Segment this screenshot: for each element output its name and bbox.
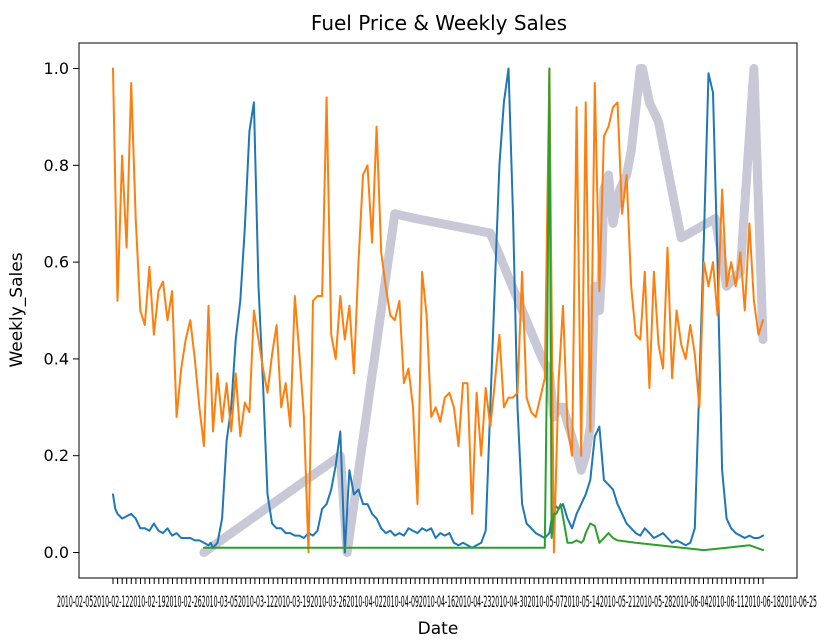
y-tick-label: 0.0	[44, 543, 69, 562]
series-line-2	[112, 67, 764, 554]
series-line-4	[199, 64, 768, 557]
x-tick-labels: 2010-02-052010-02-122010-02-192010-02-26…	[57, 592, 817, 611]
y-tick-label: 1.0	[44, 59, 69, 78]
plot-frame	[78, 42, 798, 579]
x-axis-label: Date	[418, 619, 459, 639]
y-axis-label: Weekly_Sales	[7, 252, 27, 367]
y-tick-label: 0.8	[44, 156, 69, 175]
y-tick-label: 0.6	[44, 253, 69, 272]
series-line-3	[202, 67, 764, 552]
chart-title: Fuel Price & Weekly Sales	[311, 11, 567, 35]
y-tick-label: 0.2	[44, 446, 69, 465]
y-tick-label: 0.4	[44, 349, 69, 368]
